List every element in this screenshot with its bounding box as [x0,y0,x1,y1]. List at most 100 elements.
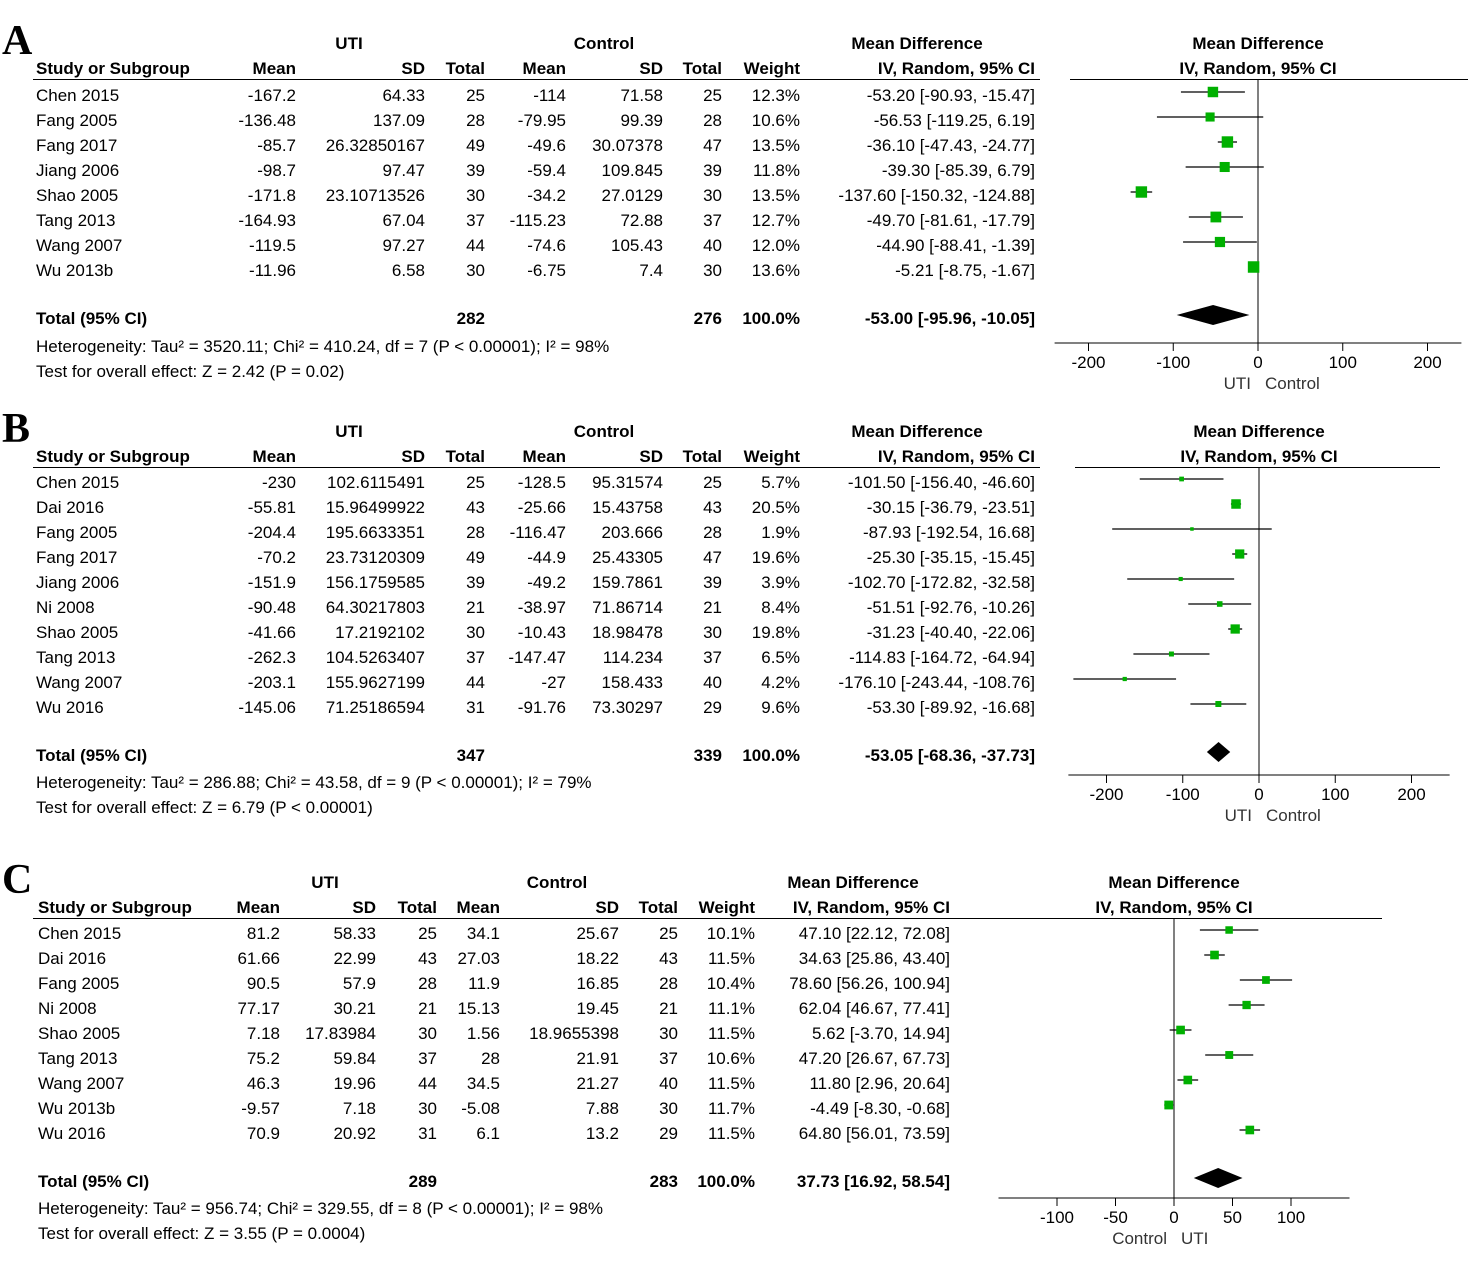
control-total: 40 [659,1074,678,1093]
control-total: 21 [703,598,722,617]
point-estimate-marker [1210,950,1219,960]
uti-sd: 156.1759585 [325,573,425,592]
ci-text: -101.50 [-156.40, -46.60] [847,473,1035,492]
point-estimate-marker [1179,476,1184,482]
uti-total: 49 [466,136,485,155]
point-estimate-marker [1176,1025,1185,1035]
study-name: Tang 2013 [36,211,116,230]
study-name: Fang 2005 [36,111,118,130]
uti-mean: -230 [261,473,296,492]
weight-value: 4.2% [761,673,800,692]
ci-text: -25.30 [-35.15, -15.45] [866,548,1035,567]
uti-mean: 70.9 [246,1124,280,1143]
control-sd: 15.43758 [592,498,663,517]
weight-value: 11.7% [708,1099,755,1118]
control-total: 30 [703,623,722,642]
forest-plot: -200 -100 0 100 200 UTI Control [1054,80,1462,393]
forest-header-rule [1070,79,1468,80]
uti-sd: 155.9627199 [325,673,425,692]
weight-value: 6.5% [761,648,800,667]
md-title-header: Mean Difference [787,873,919,892]
weight-value: 5.7% [761,473,800,492]
group1-header: UTI [311,873,339,892]
weight-value: 11.5% [708,949,755,968]
uti-total: 44 [466,236,485,255]
control-total: 39 [703,161,722,180]
uti-sd: 102.6115491 [326,473,425,492]
total-ci-text: -53.00 [-95.96, -10.05] [864,309,1035,328]
control-sd: 159.7861 [592,573,663,592]
uti-total: 37 [418,1049,437,1068]
study-name: Wang 2007 [38,1074,125,1093]
point-estimate-marker [1168,651,1174,657]
uti-mean: -151.9 [247,573,296,592]
control-mean: -25.66 [517,498,566,517]
uti-mean: -171.8 [247,186,296,205]
weight-value: 11.8% [753,161,800,180]
total1-column-header: Total [397,898,437,917]
study-name: Dai 2016 [36,498,105,517]
uti-total: 21 [418,999,437,1018]
study-name: Ni 2008 [36,598,95,617]
uti-sd: 104.5263407 [325,648,425,667]
control-sd: 21.91 [576,1049,619,1068]
weight-value: 10.6% [751,111,800,130]
x-tick-label: -200 [1089,785,1123,804]
uti-total: 25 [418,924,437,943]
group2-header: Control [573,422,635,441]
point-estimate-marker [1214,236,1226,248]
point-estimate-marker [1122,676,1127,682]
ci-text: 11.80 [2.96, 20.64] [809,1074,950,1093]
uti-total: 30 [418,1099,437,1118]
uti-sd: 7.18 [342,1099,376,1118]
control-total: 30 [659,1099,678,1118]
sd2-column-header: SD [639,447,663,466]
uti-sd: 97.47 [382,161,425,180]
ci-text: -49.70 [-81.61, -17.79] [866,211,1035,230]
point-estimate-marker [1215,701,1222,707]
heterogeneity-text: Heterogeneity: Tau² = 956.74; Chi² = 329… [38,1199,603,1218]
control-sd: 18.22 [576,949,619,968]
point-estimate-marker [1207,86,1219,98]
uti-total: 30 [466,186,485,205]
control-total: 43 [659,949,678,968]
uti-sd: 137.09 [373,111,425,130]
total-weight: 100.0% [742,746,800,765]
forest-title-header: Mean Difference [1193,422,1325,441]
ci-text: 78.60 [56.26, 100.94] [789,974,950,993]
uti-total: 39 [466,573,485,592]
weight-value: 11.5% [708,1124,755,1143]
total-label: Total (95% CI) [36,746,148,765]
uti-sd: 30.21 [333,999,376,1018]
uti-total: 44 [418,1074,437,1093]
control-total: 28 [659,974,678,993]
total-uti-n: 282 [456,309,485,328]
uti-mean: -41.66 [247,623,296,642]
mean2-column-header: Mean [522,59,566,78]
control-sd: 13.2 [585,1124,619,1143]
control-total: 37 [659,1049,678,1068]
uti-sd: 64.33 [382,86,425,105]
uti-mean: -98.7 [257,161,296,180]
total-ci-text: 37.73 [16.92, 58.54] [796,1172,950,1191]
control-sd: 73.30297 [592,698,663,717]
forest-method-header: IV, Random, 95% CI [1180,447,1338,466]
weight-value: 12.7% [751,211,800,230]
study-name: Shao 2005 [36,186,119,205]
weight-value: 11.1% [708,999,755,1018]
weight-column-header: Weight [743,59,800,78]
header-rule [33,79,1040,80]
point-estimate-marker [1242,1000,1251,1010]
control-sd: 7.4 [639,261,663,280]
control-sd: 21.27 [576,1074,619,1093]
uti-total: 28 [466,111,485,130]
control-mean: -114 [533,86,566,105]
study-name: Wang 2007 [36,673,123,692]
ci-text: -56.53 [-119.25, 6.19] [873,111,1035,130]
ci-text: 62.04 [46.67, 77.41] [798,999,950,1018]
control-sd: 114.234 [602,648,663,667]
total-uti-n: 289 [408,1172,437,1191]
mean1-column-header: Mean [252,59,296,78]
point-estimate-marker [1164,1100,1174,1110]
uti-sd: 195.6633351 [325,523,425,542]
